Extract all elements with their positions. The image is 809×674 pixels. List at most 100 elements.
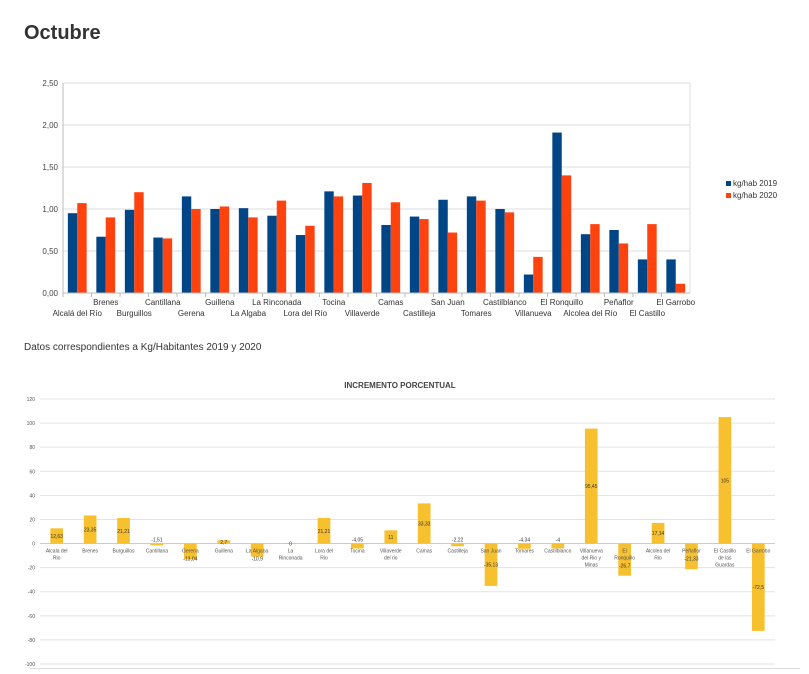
x-tick-label: Alcala del — [46, 549, 68, 555]
bar-2019 — [96, 236, 106, 293]
kg-hab-chart: 0,00 0,50 1,00 1,50 2,00 2,50 Alcalá del Río Br… — [42, 79, 778, 318]
bar — [618, 543, 632, 576]
bar — [551, 543, 565, 549]
bar-2020 — [134, 192, 144, 293]
bar — [451, 543, 464, 547]
x-tick-label: La — [288, 549, 294, 555]
data-label: -21,33 — [684, 557, 698, 563]
bar-2019 — [153, 237, 163, 293]
bar — [217, 540, 231, 544]
bar — [83, 515, 97, 544]
x-tick-label: de las — [718, 556, 732, 562]
x-tick-label: Villanueva — [515, 309, 552, 318]
bar-2020 — [191, 209, 201, 293]
y-tick-label: -20 — [28, 566, 35, 572]
bar — [117, 517, 130, 544]
y-tick-label: 120 — [27, 397, 36, 403]
y-tick-label: 2,00 — [42, 121, 58, 130]
x-tick-label: Villaverde — [380, 549, 402, 555]
x-tick-label: San Juan — [480, 549, 501, 555]
x-tick-label: Peñaflor — [682, 549, 701, 555]
data-label: -26,7 — [619, 564, 631, 570]
x-tick-label: El Garrobo — [656, 298, 695, 307]
x-tick-label: San Juan — [431, 298, 465, 307]
bar-2020 — [276, 200, 287, 293]
x-tick-label: Minas — [585, 563, 599, 569]
y-tick-label: 1,00 — [42, 205, 58, 214]
y-tick-label: -40 — [28, 590, 35, 596]
bar-2020 — [476, 200, 486, 293]
x-tick-label: La Rinconada — [252, 298, 302, 307]
bar-2019 — [637, 259, 648, 293]
data-label: -2,22 — [452, 538, 464, 544]
bar-2020 — [305, 225, 315, 293]
bar-2020 — [533, 256, 543, 293]
y-tick-label: 0,50 — [42, 247, 58, 256]
bar-2019 — [124, 209, 135, 293]
page-title: Octubre — [24, 22, 101, 44]
y-tick-label: 100 — [27, 421, 36, 427]
bar-2019 — [523, 274, 534, 293]
bar-2020 — [248, 217, 258, 293]
bar — [751, 543, 765, 631]
bar — [284, 543, 297, 545]
x-tick-label: Cantillana — [146, 549, 168, 555]
x-tick-label: Camas — [416, 549, 432, 555]
x-tick-label: Alcolea del — [646, 549, 670, 555]
data-label: 21,21 — [117, 529, 130, 535]
bar-2020 — [162, 238, 173, 293]
x-tick-label: Rio — [654, 556, 662, 562]
x-tick-label: El — [622, 549, 626, 555]
bar-2020 — [419, 219, 429, 293]
bar-2020 — [333, 196, 344, 293]
x-tick-label: Castilleja — [447, 549, 468, 555]
y-tick-label: -100 — [25, 662, 35, 668]
y-tick-label: 20 — [29, 517, 35, 523]
data-label: -4,05 — [352, 538, 364, 544]
legend-label: kg/hab 2019 — [733, 179, 778, 188]
bar-2020 — [647, 224, 657, 293]
data-label: -13,04 — [183, 557, 197, 563]
bar-2019 — [580, 234, 591, 293]
x-tick-label: Camas — [378, 298, 403, 307]
x-tick-label: Tomares — [515, 549, 535, 555]
x-tick-label: Gerena — [182, 549, 199, 555]
x-tick-label: del rio — [384, 556, 398, 562]
legend-swatch — [726, 181, 731, 186]
bar-2019 — [438, 199, 448, 293]
x-tick-label: Burguillos — [113, 549, 135, 555]
x-tick-label: Guillena — [205, 298, 235, 307]
y-tick-label: 0,00 — [42, 289, 58, 298]
data-label: 95,45 — [585, 484, 598, 490]
data-label: 33,33 — [418, 521, 431, 527]
data-label: -4,34 — [519, 538, 531, 544]
bar — [518, 543, 531, 549]
x-tick-label: El Ronquillo — [540, 298, 583, 307]
bar-2019 — [466, 196, 477, 293]
x-tick-label: Cantillana — [145, 298, 181, 307]
bar-2019 — [210, 209, 220, 293]
x-tick-label: El Castillo — [629, 309, 665, 318]
bar-2020 — [447, 232, 458, 293]
chart-caption: Datos correspondientes a Kg/Habitantes 2… — [24, 342, 262, 353]
x-tick-label: Castilleja — [403, 309, 436, 318]
x-tick-label: Rinconada — [279, 556, 303, 562]
bar — [317, 517, 331, 544]
x-tick-label: Alcalá del Río — [53, 309, 103, 318]
x-tick-label: La Algaba — [230, 309, 266, 318]
bar-2020 — [219, 206, 230, 293]
bar — [685, 543, 698, 570]
bar-2019 — [409, 216, 420, 293]
data-label: -1,51 — [151, 538, 163, 544]
bar-2019 — [295, 235, 306, 293]
x-tick-label: El Castillo — [714, 549, 736, 555]
data-label: -10,9 — [251, 557, 263, 563]
bar-2019 — [552, 132, 562, 293]
legend-label: kg/hab 2020 — [733, 191, 778, 200]
bar-2020 — [561, 175, 572, 293]
bar — [250, 543, 264, 557]
x-tick-label: Guillena — [215, 549, 234, 555]
x-tick-label: Ronquillo — [614, 556, 635, 562]
bar-2020 — [362, 182, 372, 293]
bar — [384, 530, 398, 544]
